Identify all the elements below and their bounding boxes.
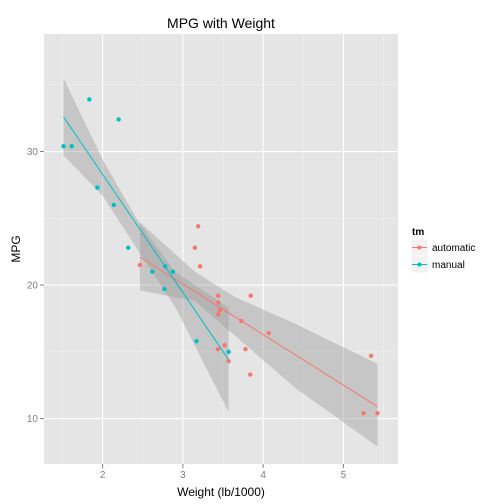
confidence-bands	[63, 78, 378, 447]
data-point-manual	[170, 269, 176, 274]
legend-label-automatic: automatic	[432, 243, 475, 254]
data-point-automatic	[375, 411, 380, 416]
data-point-manual	[126, 245, 131, 250]
data-point-automatic	[215, 300, 221, 305]
data-point-manual	[95, 185, 100, 190]
data-point-automatic	[215, 312, 221, 317]
data-point-manual	[163, 264, 168, 269]
legend-title: tm	[412, 227, 424, 238]
data-point-automatic	[361, 411, 366, 416]
data-point-automatic	[222, 342, 227, 348]
confidence-band-manual	[63, 78, 229, 412]
data-point-manual	[87, 97, 92, 102]
data-point-manual	[162, 286, 167, 292]
data-point-automatic	[215, 293, 221, 298]
x-tick-label: 2	[100, 470, 106, 481]
x-axis-ticks: 2 3 4 5	[100, 464, 347, 481]
legend: tm automatic manual	[410, 227, 475, 274]
data-point-automatic	[217, 308, 222, 313]
trend-line-manual	[63, 116, 230, 361]
trend-line-automatic	[139, 256, 378, 408]
data-point-manual	[116, 117, 121, 122]
data-point-automatic	[243, 346, 248, 352]
x-axis-title: Weight (lb/1000)	[177, 485, 265, 499]
y-tick-label: 20	[27, 281, 39, 292]
data-points	[61, 97, 380, 416]
chart-title: MPG with Weight	[167, 15, 275, 31]
legend-entry-manual: manual	[410, 255, 465, 274]
data-point-automatic	[248, 372, 253, 377]
data-point-automatic	[226, 358, 231, 364]
data-point-automatic	[192, 245, 198, 250]
x-tick-label: 5	[341, 470, 347, 481]
y-axis-ticks: 10 20 30	[27, 147, 44, 425]
data-point-automatic	[215, 346, 220, 352]
data-point-automatic	[197, 264, 203, 269]
data-point-automatic	[195, 224, 201, 229]
legend-point-automatic	[417, 245, 422, 250]
trend-lines	[63, 116, 378, 408]
data-point-automatic	[137, 262, 143, 268]
data-point-manual	[226, 349, 231, 355]
x-tick-label: 3	[180, 470, 186, 481]
data-point-manual	[194, 338, 199, 344]
data-point-automatic	[248, 293, 253, 298]
data-point-manual	[69, 143, 74, 149]
legend-label-manual: manual	[432, 260, 465, 271]
y-axis-title: MPG	[9, 235, 23, 262]
confidence-band-automatic	[139, 222, 378, 447]
y-tick-label: 30	[27, 147, 39, 158]
data-point-manual	[61, 143, 66, 149]
data-point-automatic	[239, 318, 244, 324]
legend-point-manual	[417, 262, 422, 267]
data-point-manual	[111, 202, 117, 208]
y-tick-label: 10	[27, 414, 39, 425]
data-point-automatic	[266, 330, 271, 336]
data-point-automatic	[368, 353, 374, 359]
x-tick-label: 4	[260, 470, 266, 481]
major-gridlines	[44, 34, 398, 464]
data-point-manual	[150, 269, 155, 274]
